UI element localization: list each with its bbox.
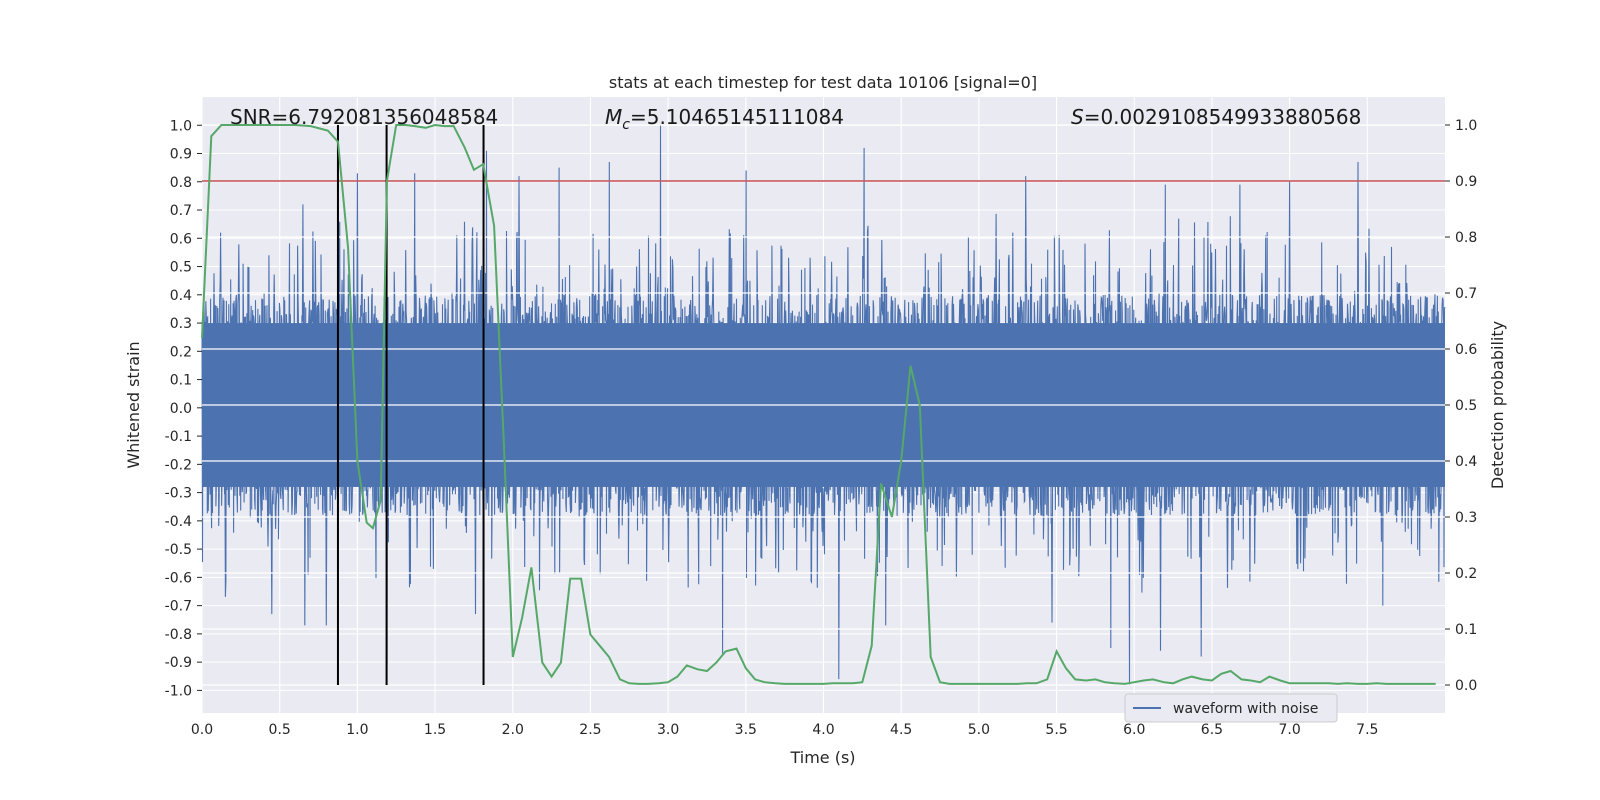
y-tick-label: 0.3 xyxy=(170,316,192,332)
y-axis-label: Whitened strain xyxy=(124,341,143,468)
y-right-tick-label: 0.4 xyxy=(1455,454,1477,470)
x-tick-label: 5.5 xyxy=(1045,722,1067,738)
y-right-tick-label: 0.0 xyxy=(1455,678,1477,694)
y-right-axis-ticks: 1.0 0.9 0.8 0.7 0.6 0.5 0.4 0.3 0.2 0.1 0.0 xyxy=(1445,118,1477,694)
y-right-tick-label: 0.1 xyxy=(1455,622,1477,638)
x-tick-label: 7.0 xyxy=(1278,722,1300,738)
x-tick-label: 4.0 xyxy=(812,722,834,738)
y-right-tick-label: 0.2 xyxy=(1455,566,1477,582)
y-tick-label: 0.9 xyxy=(170,147,192,163)
y-tick-label: 0.0 xyxy=(170,401,192,417)
chart-title: stats at each timestep for test data 101… xyxy=(609,73,1037,92)
y-tick-label: -0.8 xyxy=(165,627,192,643)
chirp-mass-subscript: c xyxy=(622,117,630,133)
x-tick-label: 2.0 xyxy=(502,722,524,738)
x-tick-label: 4.5 xyxy=(890,722,912,738)
legend: waveform with noise xyxy=(1124,693,1338,723)
s-symbol: S xyxy=(1071,105,1084,129)
y-tick-label: 0.4 xyxy=(170,288,192,304)
x-tick-label: 3.0 xyxy=(657,722,679,738)
y-tick-label: 0.2 xyxy=(170,344,192,360)
snr-annotation: SNR=6.792081356048584 xyxy=(230,105,498,129)
y-tick-label: -0.6 xyxy=(165,570,192,586)
chirp-mass-annotation: Mc=5.10465145111084 xyxy=(605,105,844,133)
x-tick-label: 1.0 xyxy=(346,722,368,738)
y-tick-label: -0.7 xyxy=(165,599,192,615)
x-tick-label: 6.0 xyxy=(1123,722,1145,738)
y-right-tick-label: 0.6 xyxy=(1455,342,1477,358)
x-tick-label: 0.5 xyxy=(269,722,291,738)
y-tick-label: -0.2 xyxy=(165,457,192,473)
y-tick-label: -0.9 xyxy=(165,655,192,671)
x-tick-label: 3.5 xyxy=(735,722,757,738)
y-right-tick-label: 1.0 xyxy=(1455,118,1477,134)
s-annotation: S=0.0029108549933880568 xyxy=(1071,105,1361,129)
x-tick-label: 0.0 xyxy=(191,722,213,738)
y-tick-label: -0.3 xyxy=(165,486,192,502)
y-tick-label: -0.5 xyxy=(165,542,192,558)
y-tick-label: 0.8 xyxy=(170,175,192,191)
y-tick-label: -0.4 xyxy=(165,514,192,530)
x-tick-label: 7.5 xyxy=(1356,722,1378,738)
y-tick-label: -1.0 xyxy=(165,683,192,699)
probability-line xyxy=(201,123,1436,685)
legend-label: waveform with noise xyxy=(1173,701,1318,717)
x-tick-label: 5.0 xyxy=(968,722,990,738)
x-tick-label: 1.5 xyxy=(424,722,446,738)
y-tick-label: 0.7 xyxy=(170,203,192,219)
y-right-tick-label: 0.5 xyxy=(1455,398,1477,414)
x-tick-label: 2.5 xyxy=(579,722,601,738)
y-right-tick-label: 0.8 xyxy=(1455,230,1477,246)
s-value: =0.0029108549933880568 xyxy=(1084,105,1362,129)
x-axis-label: Time (s) xyxy=(789,748,855,767)
y-tick-label: 1.0 xyxy=(170,118,192,134)
y-tick-label: 0.6 xyxy=(170,231,192,247)
legend-box xyxy=(1124,693,1338,723)
y-right-tick-label: 0.3 xyxy=(1455,510,1477,526)
y-right-tick-label: 0.9 xyxy=(1455,174,1477,190)
y-right-tick-label: 0.7 xyxy=(1455,286,1477,302)
y-right-axis-label: Detection probability xyxy=(1488,321,1507,489)
y-axis-ticks: 1.0 0.9 0.8 0.7 0.6 0.5 0.4 0.3 0.2 0.1 0.0 -0.1 -0.… xyxy=(165,118,202,699)
y-tick-label: 0.5 xyxy=(170,260,192,276)
chirp-mass-value: =5.10465145111084 xyxy=(630,105,844,129)
x-tick-label: 6.5 xyxy=(1201,722,1223,738)
y-tick-label: -0.1 xyxy=(165,429,192,445)
probability-series xyxy=(201,123,1436,685)
y-tick-label: 0.1 xyxy=(170,373,192,389)
x-axis-ticks: 0.0 0.5 1.0 1.5 2.0 2.5 3.0 3.5 4.0 4.5 5.0 5.5 6.0 6… xyxy=(191,722,1379,738)
chirp-mass-symbol: M xyxy=(605,105,622,129)
